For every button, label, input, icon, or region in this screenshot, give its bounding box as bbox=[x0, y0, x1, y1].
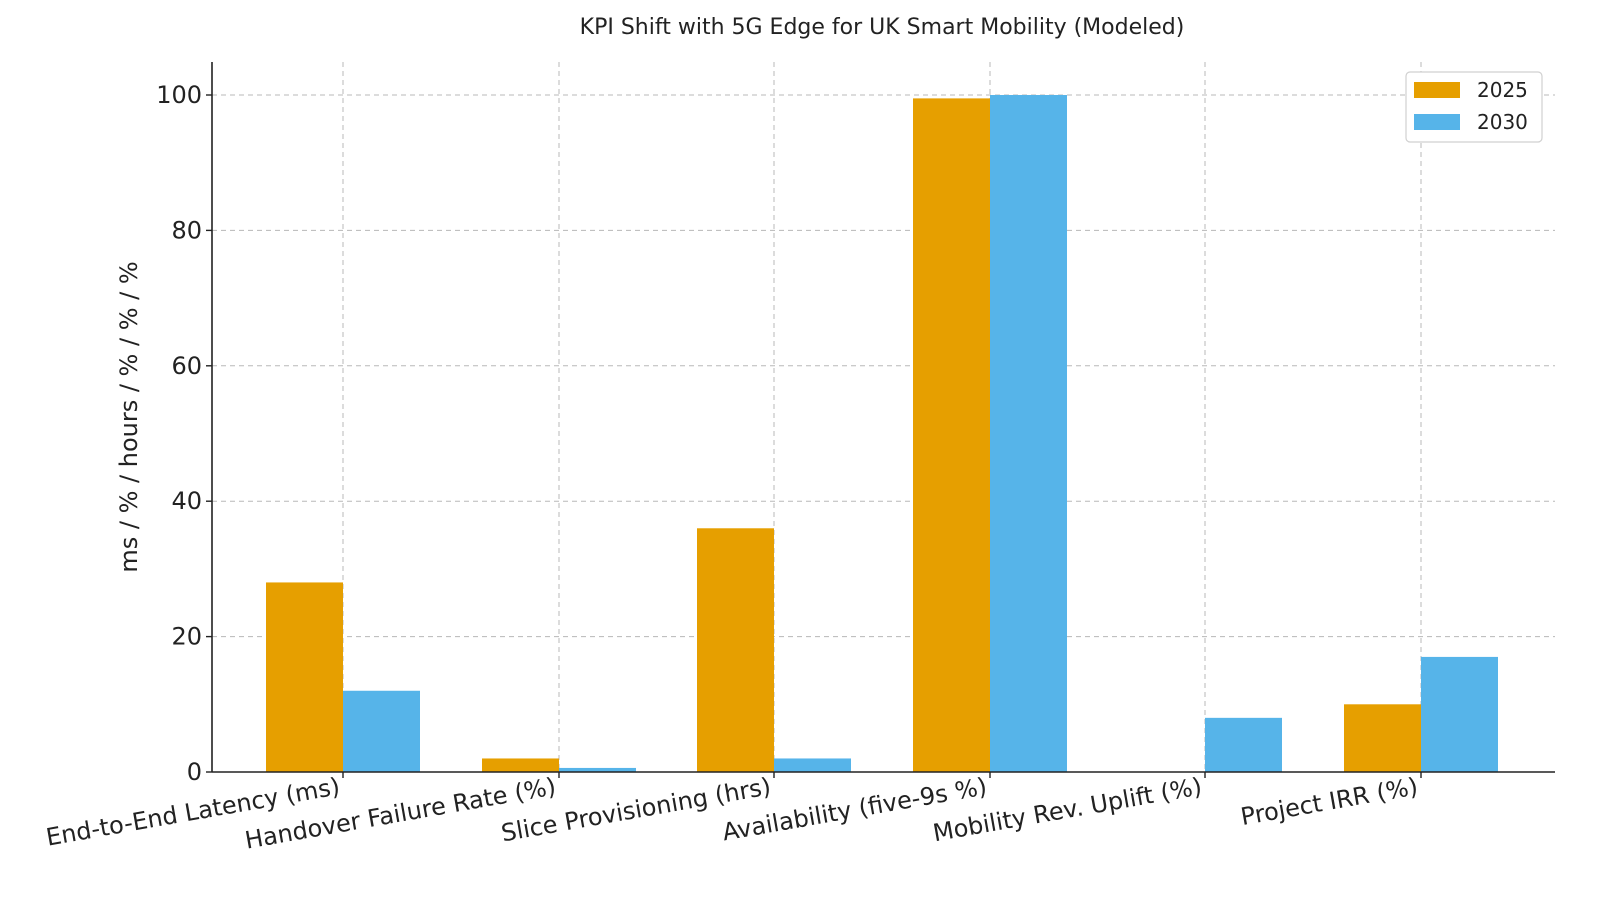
grid-layer bbox=[212, 62, 1555, 772]
y-tick-label: 20 bbox=[171, 623, 202, 651]
bar-2030-1[interactable] bbox=[559, 767, 636, 772]
bar-2025-2[interactable] bbox=[697, 528, 774, 772]
bars-layer bbox=[266, 95, 1498, 772]
bar-2030-0[interactable] bbox=[343, 690, 420, 772]
y-ticks: 0 20 40 60 80 100 bbox=[156, 81, 212, 786]
legend-label: 2025 bbox=[1477, 78, 1528, 102]
legend-swatch-2030 bbox=[1414, 114, 1460, 130]
y-tick-label: 60 bbox=[171, 352, 202, 380]
x-ticks: End-to-End Latency (ms)Handover Failure … bbox=[44, 772, 1422, 855]
x-category-label: Project IRR (%) bbox=[1239, 772, 1420, 831]
y-tick-label: 80 bbox=[171, 216, 202, 244]
bar-2030-4[interactable] bbox=[1205, 717, 1282, 772]
chart-title: KPI Shift with 5G Edge for UK Smart Mobi… bbox=[580, 15, 1185, 40]
legend[interactable]: 2025 2030 bbox=[1405, 71, 1543, 143]
y-tick-label: 100 bbox=[156, 81, 202, 109]
bar-2030-3[interactable] bbox=[990, 95, 1067, 772]
bar-2025-3[interactable] bbox=[913, 98, 990, 772]
bar-2025-0[interactable] bbox=[266, 582, 343, 772]
bar-2030-5[interactable] bbox=[1421, 656, 1498, 772]
legend-label: 2030 bbox=[1477, 110, 1528, 134]
legend-swatch-2025 bbox=[1414, 82, 1460, 98]
y-axis-label: ms / % / hours / % / % / % bbox=[115, 261, 143, 572]
bar-2025-5[interactable] bbox=[1344, 704, 1421, 772]
y-tick-label: 0 bbox=[187, 758, 202, 786]
y-tick-label: 40 bbox=[171, 487, 202, 515]
bar-2025-1[interactable] bbox=[482, 758, 559, 772]
axes-layer bbox=[211, 62, 1555, 773]
bar-2030-2[interactable] bbox=[774, 758, 851, 772]
